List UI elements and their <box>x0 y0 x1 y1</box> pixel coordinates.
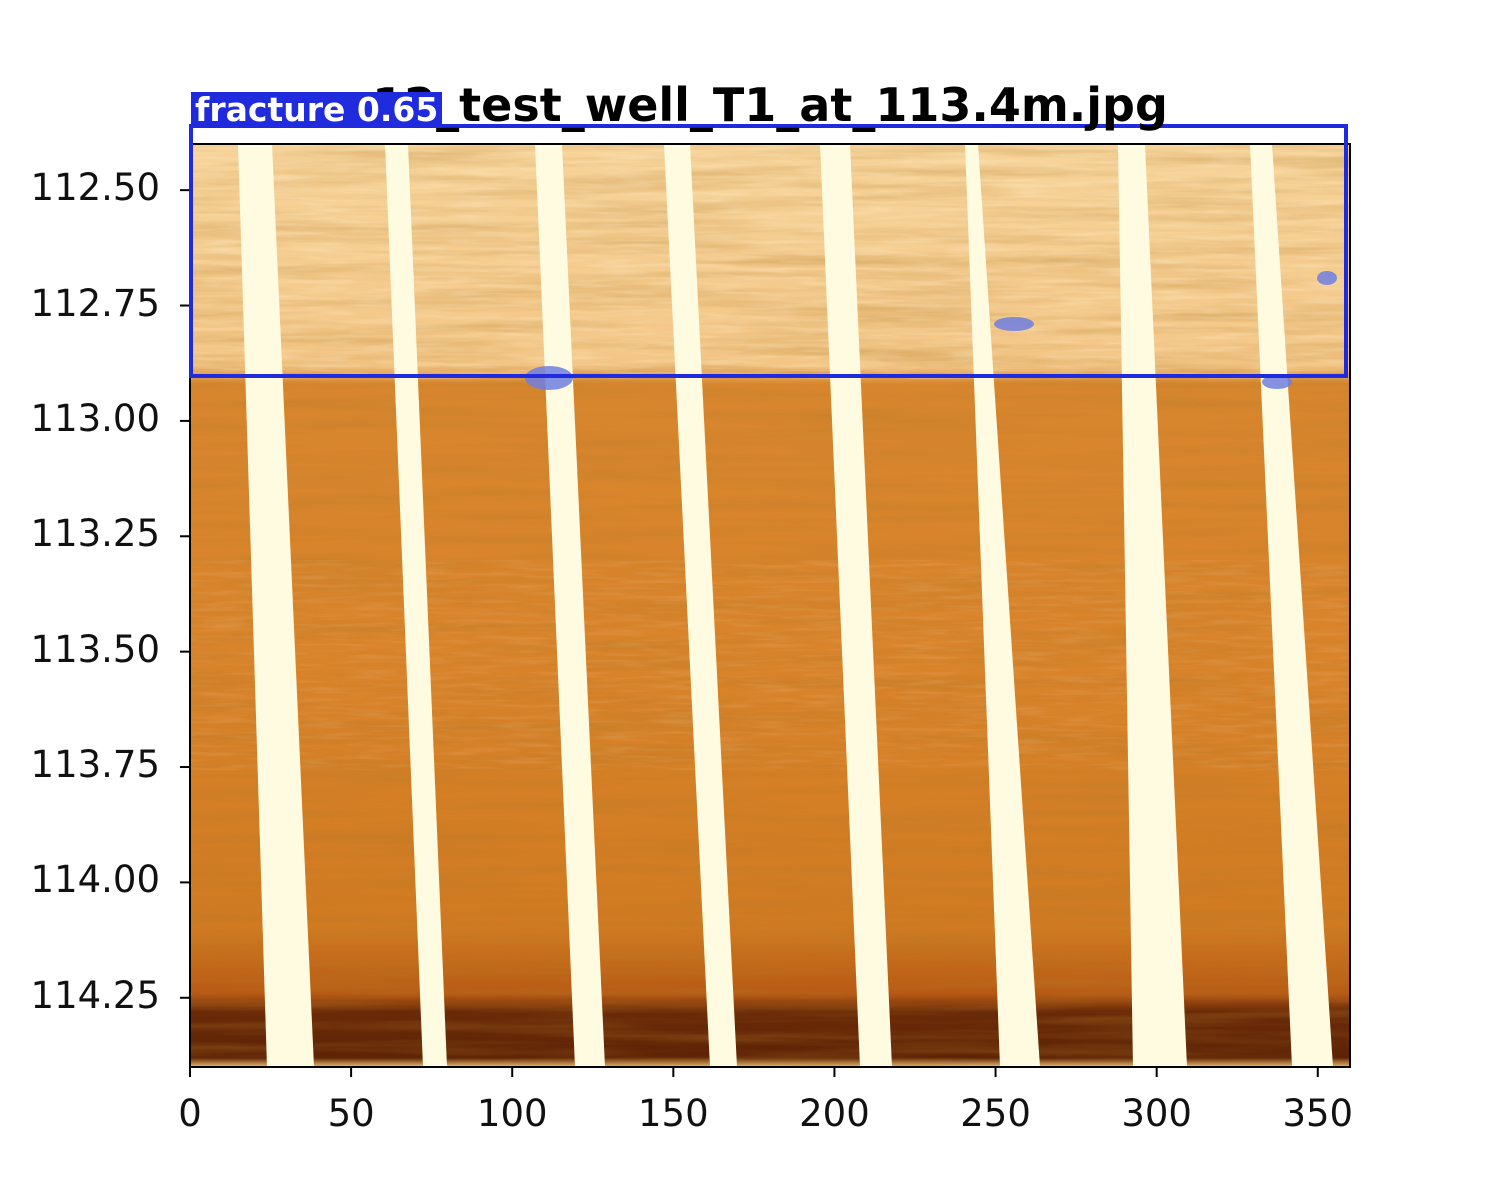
y-tick-label: 112.75 <box>30 281 160 325</box>
y-tick-label: 113.75 <box>30 743 160 787</box>
x-tick-label: 250 <box>960 1092 1031 1135</box>
image-layer <box>190 144 1350 1067</box>
plot-frame <box>189 143 1351 1068</box>
y-tick-label: 112.50 <box>30 166 160 210</box>
x-tick-label: 200 <box>799 1092 870 1135</box>
y-tick-label: 114.25 <box>30 973 160 1017</box>
y-tick-label: 114.00 <box>30 858 160 902</box>
x-tick-label: 350 <box>1282 1092 1354 1135</box>
y-axis <box>180 189 190 999</box>
image-texture-light <box>190 144 1350 379</box>
x-tick-label: 100 <box>476 1092 548 1135</box>
x-axis <box>189 1067 1319 1077</box>
fracture-mask-blob <box>1262 375 1292 389</box>
y-tick-label: 113.25 <box>30 512 160 556</box>
x-tick-label: 0 <box>178 1092 202 1135</box>
image-texture-light-lower <box>190 560 1350 770</box>
y-tick-label: 113.50 <box>30 627 160 671</box>
x-tick-label: 50 <box>327 1092 375 1135</box>
x-tick-label: 150 <box>638 1092 709 1135</box>
fracture-mask-blob <box>994 317 1034 331</box>
detection-label: fracture 0.65 <box>191 92 443 128</box>
detection-box <box>189 124 1348 378</box>
x-tick-label: 300 <box>1121 1092 1192 1135</box>
figure-title: 12_test_well_T1_at_113.4m.jpg <box>372 78 1168 132</box>
fracture-mask-blob <box>1317 271 1337 285</box>
y-tick-label: 113.00 <box>30 396 160 440</box>
